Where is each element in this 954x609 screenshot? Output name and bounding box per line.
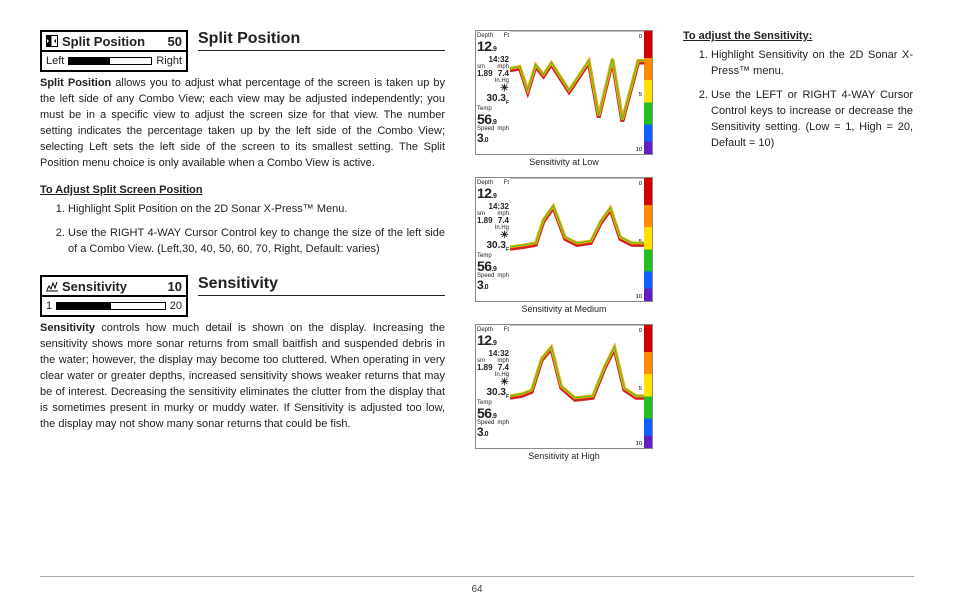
column-right: To adjust the Sensitivity: Highlight Sen… [683, 30, 913, 471]
pressure-value: ☀ 30.3F [477, 84, 509, 106]
time-value: 14:32 [477, 350, 509, 358]
split-step-2: Use the RIGHT 4-WAY Cursor Control key t… [68, 226, 445, 258]
sonar-info-column: DepthFt12.914:32smmph1.897.4In.Hg☀ 30.3F… [476, 325, 510, 448]
widget-slider-row: Left Right [42, 52, 186, 70]
bottom-value: 3.0 [477, 132, 509, 144]
sonar-graph: 0 5 10 [510, 325, 644, 448]
slider-left-label: Left [46, 56, 64, 67]
split-position-steps: Highlight Split Position on the 2D Sonar… [40, 202, 445, 258]
column-middle: DepthFt12.914:32smmph1.897.4In.Hg☀ 30.3F… [469, 30, 659, 471]
slider-fill [69, 58, 110, 64]
sonar-panel-2: DepthFt12.914:32smmph1.897.4In.Hg☀ 30.3F… [475, 324, 653, 449]
manual-page: Split Position 50 Left Right Split Posit… [0, 0, 954, 609]
sonar-info-column: DepthFt12.914:32smmph1.897.4In.Hg☀ 30.3F… [476, 178, 510, 301]
time-value: 14:32 [477, 203, 509, 211]
widget-title-row: Sensitivity 10 [42, 277, 186, 297]
svg-text:10: 10 [635, 441, 642, 447]
slider-max-label: 20 [170, 301, 182, 312]
slider-min-label: 1 [46, 301, 52, 312]
depth-value: 12.9 [477, 333, 509, 347]
time-value: 14:32 [477, 56, 509, 64]
sonar-info-column: DepthFt12.914:32smmph1.897.4In.Hg☀ 30.3F… [476, 31, 510, 154]
svg-text:10: 10 [635, 294, 642, 300]
adjust-sensitivity-steps: Highlight Sensitivity on the 2D Sonar X-… [683, 48, 913, 152]
speed-value: 56.9 [477, 259, 509, 273]
sensitivity-icon [46, 280, 58, 292]
sensitivity-lead-rest: controls how much detail is shown on the… [40, 322, 445, 430]
column-left: Split Position 50 Left Right Split Posit… [40, 30, 445, 471]
svg-text:5: 5 [639, 92, 643, 98]
speed-value: 56.9 [477, 112, 509, 126]
adjust-sens-step-2: Use the LEFT or RIGHT 4-WAY Cursor Contr… [711, 88, 913, 152]
footer-rule [40, 576, 914, 577]
widget-label: Split Position [62, 35, 145, 48]
vals-row: 1.897.4 [477, 364, 509, 372]
sonar-examples: DepthFt12.914:32smmph1.897.4In.Hg☀ 30.3F… [469, 30, 659, 461]
vals-row: 1.897.4 [477, 217, 509, 225]
widget-value: 10 [168, 280, 182, 293]
sonar-panel-1: DepthFt12.914:32smmph1.897.4In.Hg☀ 30.3F… [475, 177, 653, 302]
page-number: 64 [0, 584, 954, 595]
svg-text:5: 5 [639, 386, 643, 392]
slider-fill [57, 303, 111, 309]
sensitivity-header-row: Sensitivity 10 1 20 Sensitivity [40, 275, 445, 317]
pressure-value: ☀ 30.3F [477, 378, 509, 400]
bottom-value: 3.0 [477, 426, 509, 438]
split-position-title: Split Position [198, 30, 445, 51]
sonar-graph: 0 5 10 [510, 31, 644, 154]
speed-value: 56.9 [477, 406, 509, 420]
sensitivity-lead-bold: Sensitivity [40, 322, 95, 334]
sonar-caption-0: Sensitivity at Low [469, 157, 659, 167]
depth-value: 12.9 [477, 186, 509, 200]
widget-title-row: Split Position 50 [42, 32, 186, 52]
split-position-slider[interactable] [68, 57, 152, 65]
sonar-colorbar [644, 31, 652, 154]
adjust-sensitivity-subhead: To adjust the Sensitivity: [683, 30, 913, 42]
split-position-icon [46, 35, 58, 47]
svg-text:0: 0 [639, 328, 643, 334]
svg-text:10: 10 [635, 147, 642, 153]
sonar-caption-2: Sensitivity at High [469, 451, 659, 461]
sonar-colorbar [644, 178, 652, 301]
split-step-1: Highlight Split Position on the 2D Sonar… [68, 202, 445, 218]
sonar-panel-0: DepthFt12.914:32smmph1.897.4In.Hg☀ 30.3F… [475, 30, 653, 155]
split-position-lead-rest: allows you to adjust what percentage of … [40, 77, 445, 169]
sonar-caption-1: Sensitivity at Medium [469, 304, 659, 314]
columns: Split Position 50 Left Right Split Posit… [40, 30, 914, 471]
sensitivity-body: Sensitivity controls how much detail is … [40, 321, 445, 433]
sensitivity-widget: Sensitivity 10 1 20 [40, 275, 188, 317]
adjust-split-subhead: To Adjust Split Screen Position [40, 184, 445, 196]
widget-slider-row: 1 20 [42, 297, 186, 315]
slider-right-label: Right [156, 56, 182, 67]
split-position-body: Split Position allows you to adjust what… [40, 76, 445, 172]
sensitivity-title: Sensitivity [198, 275, 445, 296]
split-position-widget: Split Position 50 Left Right [40, 30, 188, 72]
widget-value: 50 [168, 35, 182, 48]
sonar-graph: 0510 [510, 178, 644, 301]
sensitivity-slider[interactable] [56, 302, 166, 310]
svg-text:0: 0 [639, 34, 643, 40]
widget-label: Sensitivity [62, 280, 127, 293]
split-position-lead-bold: Split Position [40, 77, 111, 89]
svg-text:0: 0 [639, 181, 643, 187]
vals-row: 1.897.4 [477, 70, 509, 78]
split-position-header-row: Split Position 50 Left Right Split Posit… [40, 30, 445, 72]
depth-value: 12.9 [477, 39, 509, 53]
bottom-value: 3.0 [477, 279, 509, 291]
sonar-colorbar [644, 325, 652, 448]
adjust-sens-step-1: Highlight Sensitivity on the 2D Sonar X-… [711, 48, 913, 80]
pressure-value: ☀ 30.3F [477, 231, 509, 253]
